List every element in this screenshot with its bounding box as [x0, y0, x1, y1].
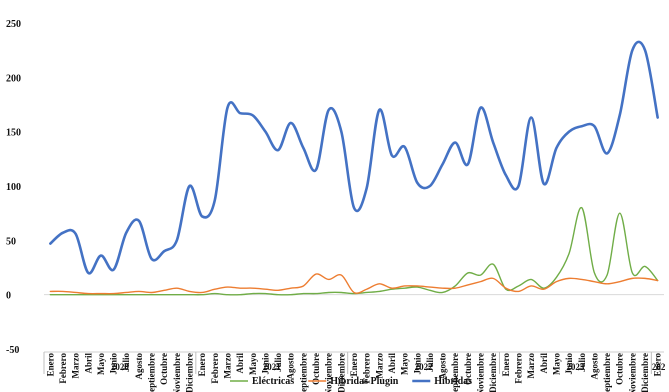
x-tick-label: Agosto [438, 353, 448, 380]
x-axis: Enero Febrero Marzo Abril Mayo Junio Julio Agos… [43, 351, 666, 392]
year-label: 202 [652, 362, 666, 372]
legend-item-electricas: Eléctricas [230, 376, 294, 387]
y-tick-label: 150 [6, 128, 21, 139]
x-tick-label: Agosto [134, 353, 144, 380]
series-line-hibridas-plugin [49, 273, 659, 295]
series-line-electricas [49, 207, 659, 296]
x-tick-label: Octubre [159, 353, 169, 385]
x-tick-label: Julio [121, 353, 131, 373]
y-tick-label: 200 [6, 73, 21, 84]
series-lines [49, 40, 659, 296]
x-tick-label: Diciembre [640, 353, 650, 392]
legend-label: Eléctricas [252, 376, 294, 387]
legend-item-hibridas-plugin: Híbridas Plugin [308, 376, 399, 387]
x-tick-label: Abril [235, 353, 245, 374]
x-tick-label: Junio [109, 353, 119, 375]
x-tick-label: Octubre [615, 353, 625, 385]
x-tick-label: Julio [577, 353, 587, 373]
x-tick-label: Diciembre [488, 353, 498, 392]
x-tick-label: Noviembre [627, 353, 637, 392]
x-tick-label: Octubre [463, 353, 473, 385]
year-label: 2020 [111, 362, 130, 372]
legend-label: Híbridas [434, 376, 472, 387]
x-tick-label: Febrero [58, 353, 68, 384]
x-tick-label: Enero [349, 353, 359, 377]
year-label: 2022 [415, 362, 434, 372]
x-tick-label: Abril [539, 353, 549, 374]
x-tick-label: Marzo [222, 353, 232, 379]
y-tick-label: -50 [6, 345, 19, 356]
x-tick-label: Diciembre [336, 353, 346, 392]
x-tick-label: Julio [425, 353, 435, 373]
x-tick-label: Abril [387, 353, 397, 374]
x-tick-label: Mayo [400, 353, 410, 375]
x-tick-label: Mayo [248, 353, 258, 375]
year-label: 2023 [566, 362, 585, 372]
y-tick-label: 50 [6, 236, 16, 247]
x-tick-label: Septiembre [298, 353, 308, 392]
year-label: 2021 [263, 362, 282, 372]
x-tick-label: Mayo [96, 353, 106, 375]
x-tick-label: Febrero [362, 353, 372, 384]
series-line-hibridas [49, 40, 659, 275]
x-tick-label: Septiembre [147, 353, 157, 392]
x-tick-label: Noviembre [476, 353, 486, 392]
x-tick-label: Febrero [513, 353, 523, 384]
x-tick-label: Agosto [589, 353, 599, 380]
x-tick-label: Noviembre [324, 353, 334, 392]
x-tick-label: Febrero [210, 353, 220, 384]
x-tick-label: Abril [83, 353, 93, 374]
x-tick-label: Junio [260, 353, 270, 375]
x-tick-label: Enero [45, 353, 55, 377]
x-tick-label: Junio [564, 353, 574, 375]
y-tick-label: 0 [6, 291, 11, 302]
x-tick-label: Junio [412, 353, 422, 375]
x-tick-label: Octubre [311, 353, 321, 385]
legend: Eléctricas Híbridas Plugin Híbridas [230, 376, 472, 387]
y-tick-label: 250 [6, 19, 21, 30]
x-tick-label: Marzo [71, 353, 81, 379]
x-tick-label: Noviembre [172, 353, 182, 392]
y-axis: 250 200 150 100 50 0 -50 [6, 19, 21, 356]
x-tick-label: Septiembre [450, 353, 460, 392]
legend-label: Híbridas Plugin [330, 376, 399, 387]
x-tick-label: Enero [653, 353, 663, 377]
x-tick-label: Mayo [551, 353, 561, 375]
legend-item-hibridas: Híbridas [412, 376, 472, 387]
x-tick-label: Julio [273, 353, 283, 373]
y-tick-label: 100 [6, 182, 21, 193]
x-tick-label: Enero [197, 353, 207, 377]
x-tick-label: Diciembre [185, 353, 195, 392]
x-tick-label: Marzo [526, 353, 536, 379]
x-tick-label: Enero [501, 353, 511, 377]
x-tick-label: Agosto [286, 353, 296, 380]
x-tick-label: Septiembre [602, 353, 612, 392]
x-tick-label: Marzo [374, 353, 384, 379]
